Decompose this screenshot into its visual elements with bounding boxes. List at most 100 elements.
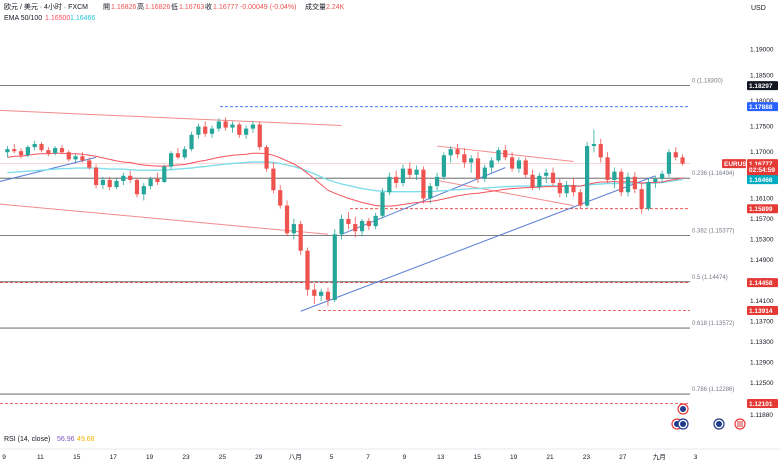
price-tick-label: 1.13300 [750, 339, 774, 346]
fib-level-label: 0.618 (1.13572) [692, 321, 734, 327]
candle-body [509, 157, 515, 169]
candle-body [625, 176, 631, 193]
candle-body [557, 183, 562, 194]
candle-body [578, 192, 583, 206]
time-tick-label: 17 [110, 454, 118, 461]
event-icons[interactable] [671, 403, 746, 430]
rsi-value-1: 56.96 [57, 436, 75, 443]
calendar-event-icon[interactable] [677, 403, 689, 415]
price-tick-label: 1.17500 [750, 124, 774, 131]
calendar-event-icon[interactable] [671, 418, 689, 430]
candle-body [448, 149, 453, 156]
candle-body [223, 121, 228, 128]
candle-body [134, 179, 140, 195]
candle-body [141, 186, 146, 195]
candle-body [550, 172, 556, 183]
price-label-text: EURUSD [724, 161, 752, 168]
candle-body [591, 144, 597, 147]
high-label: 高 [137, 2, 144, 11]
price-tick-label: 1.14100 [750, 298, 774, 305]
candle-body [121, 175, 126, 181]
candle-body [182, 149, 187, 158]
candle-body [639, 189, 644, 209]
candle-body [114, 180, 119, 188]
price-label-text: 1.14458 [749, 280, 773, 287]
candle-body [80, 156, 85, 161]
candle-body [394, 176, 399, 183]
price-tick-label: 1.13700 [750, 319, 774, 326]
ema-legend-label[interactable]: EMA 50/100 [4, 15, 42, 22]
candle-body [475, 158, 481, 179]
candle-body [5, 149, 10, 153]
candle-body [455, 149, 460, 155]
price-labels: 1.182971.17888EURUSD1.1677702:54:591.165… [722, 81, 778, 409]
rsi-label[interactable]: RSI (14, close) [4, 436, 50, 443]
candle-body [387, 176, 392, 193]
price-tick-label: 1.16100 [750, 195, 774, 202]
candle-body [175, 153, 181, 158]
candle-body [39, 144, 44, 151]
candle-body [59, 148, 65, 153]
time-tick-label: 九月 [653, 452, 666, 461]
price-label-text: 1.15899 [749, 206, 773, 213]
symbol-title[interactable]: 欧元 / 美元 · 4小时 · FXCM [4, 2, 88, 11]
us-flag-icon[interactable] [734, 418, 746, 430]
rsi-legend: RSI (14, close) 56.96 49.68 [4, 436, 95, 443]
candle-body [93, 167, 99, 186]
candle-body [414, 169, 419, 175]
trend-line-main [300, 175, 656, 312]
fib-level-label: 0.786 (1.12286) [692, 387, 734, 393]
price-tick-label: 1.15700 [750, 216, 774, 223]
rsi-value-2: 49.68 [77, 436, 95, 443]
candle-body [462, 154, 467, 163]
price-label-box [747, 399, 778, 409]
price-tick-label: 1.15300 [750, 236, 774, 243]
candle-body [284, 205, 290, 234]
candle-body [646, 181, 651, 209]
time-tick-label: 3 [694, 454, 698, 461]
price-label-box [747, 204, 778, 214]
candle-body [271, 168, 276, 191]
price-tick-label: 1.19000 [750, 47, 774, 54]
candle-body [400, 168, 406, 183]
time-axis[interactable]: 9 11 15 17 19 23 25 29 八月 5 7 9 13 15 19 21 23 27 九月 3 [0, 448, 780, 461]
candle-body [584, 146, 590, 206]
price-tick-label: 1.11880 [750, 412, 773, 419]
candle-body [73, 156, 78, 160]
candle-body [680, 157, 685, 164]
candle-body [168, 153, 174, 167]
candle-body [428, 186, 433, 199]
candle-body [203, 126, 208, 134]
candle-body [32, 144, 37, 148]
channel-lower-line [0, 203, 328, 235]
low-label: 低 [171, 2, 178, 11]
candle-body [107, 179, 112, 188]
candle-body [243, 128, 249, 135]
candle-body [319, 291, 324, 296]
calendar-event-icon[interactable] [713, 418, 725, 430]
candle-body [612, 171, 617, 180]
candle-body [100, 179, 106, 186]
price-label-box [747, 165, 778, 175]
candle-body [264, 147, 269, 169]
price-tick-label: 1.17000 [750, 149, 774, 156]
candle-body [516, 160, 522, 169]
price-tick-label: 1.12900 [750, 360, 774, 367]
candle-body [196, 126, 201, 135]
candle-body [673, 152, 678, 158]
candle-body [469, 158, 474, 163]
fib-labels: 0 (1.18300) 0.236 (1.16494) 0.382 (1.15377… [692, 79, 734, 394]
ema-fast-line [7, 152, 683, 207]
low-value: 1.16763 [179, 4, 204, 11]
ema-slow-value: 1.16466 [70, 15, 95, 22]
time-tick-label: 19 [146, 454, 154, 461]
currency-label[interactable]: USD [751, 5, 766, 12]
volume-value: 2.24K [326, 4, 345, 11]
time-tick-label: 21 [546, 454, 554, 461]
price-label-text: 1.13914 [749, 308, 773, 315]
candle-body [482, 167, 487, 179]
channel-lower-line-2 [436, 179, 574, 207]
candle-body [421, 169, 426, 199]
